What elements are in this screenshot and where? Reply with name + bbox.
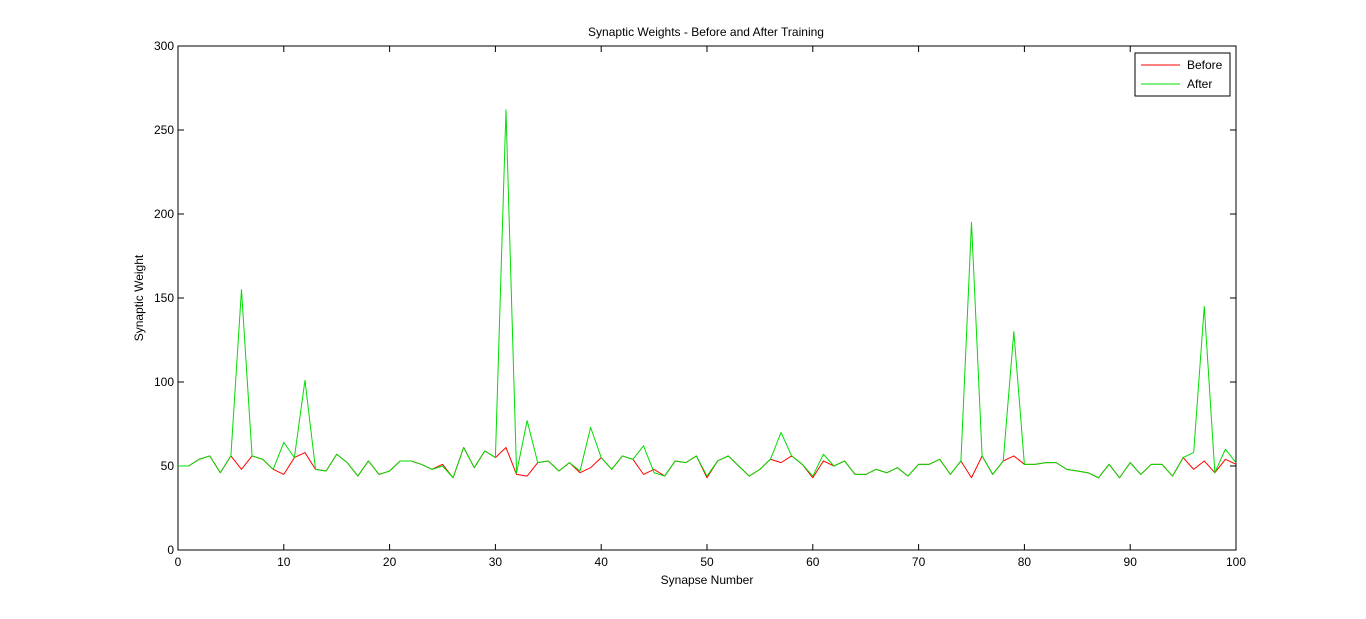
x-tick-label: 10 (277, 555, 291, 569)
legend-label-before: Before (1187, 58, 1223, 72)
y-axis-label: Synaptic Weight (132, 254, 146, 341)
x-tick-label: 20 (383, 555, 397, 569)
x-tick-label: 80 (1018, 555, 1032, 569)
y-tick-label: 200 (154, 207, 174, 221)
x-tick-label: 50 (700, 555, 714, 569)
x-tick-label: 100 (1226, 555, 1246, 569)
legend-label-after: After (1187, 77, 1212, 91)
y-tick-label: 100 (154, 375, 174, 389)
x-tick-label: 70 (912, 555, 926, 569)
y-tick-label: 250 (154, 123, 174, 137)
series-line-after (178, 109, 1237, 479)
x-axis-label: Synapse Number (661, 573, 754, 587)
series-lines (178, 109, 1237, 479)
y-tick-label: 50 (161, 459, 175, 473)
x-tick-label: 0 (175, 555, 182, 569)
x-tick-label: 40 (595, 555, 609, 569)
plot-area (177, 45, 1237, 551)
x-tick-label: 60 (806, 555, 820, 569)
legend-box (1134, 52, 1231, 97)
x-tick-label: 30 (489, 555, 503, 569)
x-tick-label: 90 (1124, 555, 1138, 569)
axis-ticks: 0 10 20 30 40 50 60 70 80 90 100 0 50 100 150 200 250 300 (154, 39, 1246, 569)
chart-title: Synaptic Weights - Before and After Trai… (588, 25, 824, 39)
y-tick-label: 0 (167, 543, 174, 557)
y-tick-label: 150 (154, 291, 174, 305)
y-tick-label: 300 (154, 39, 174, 53)
legend: Before After (1134, 52, 1231, 97)
